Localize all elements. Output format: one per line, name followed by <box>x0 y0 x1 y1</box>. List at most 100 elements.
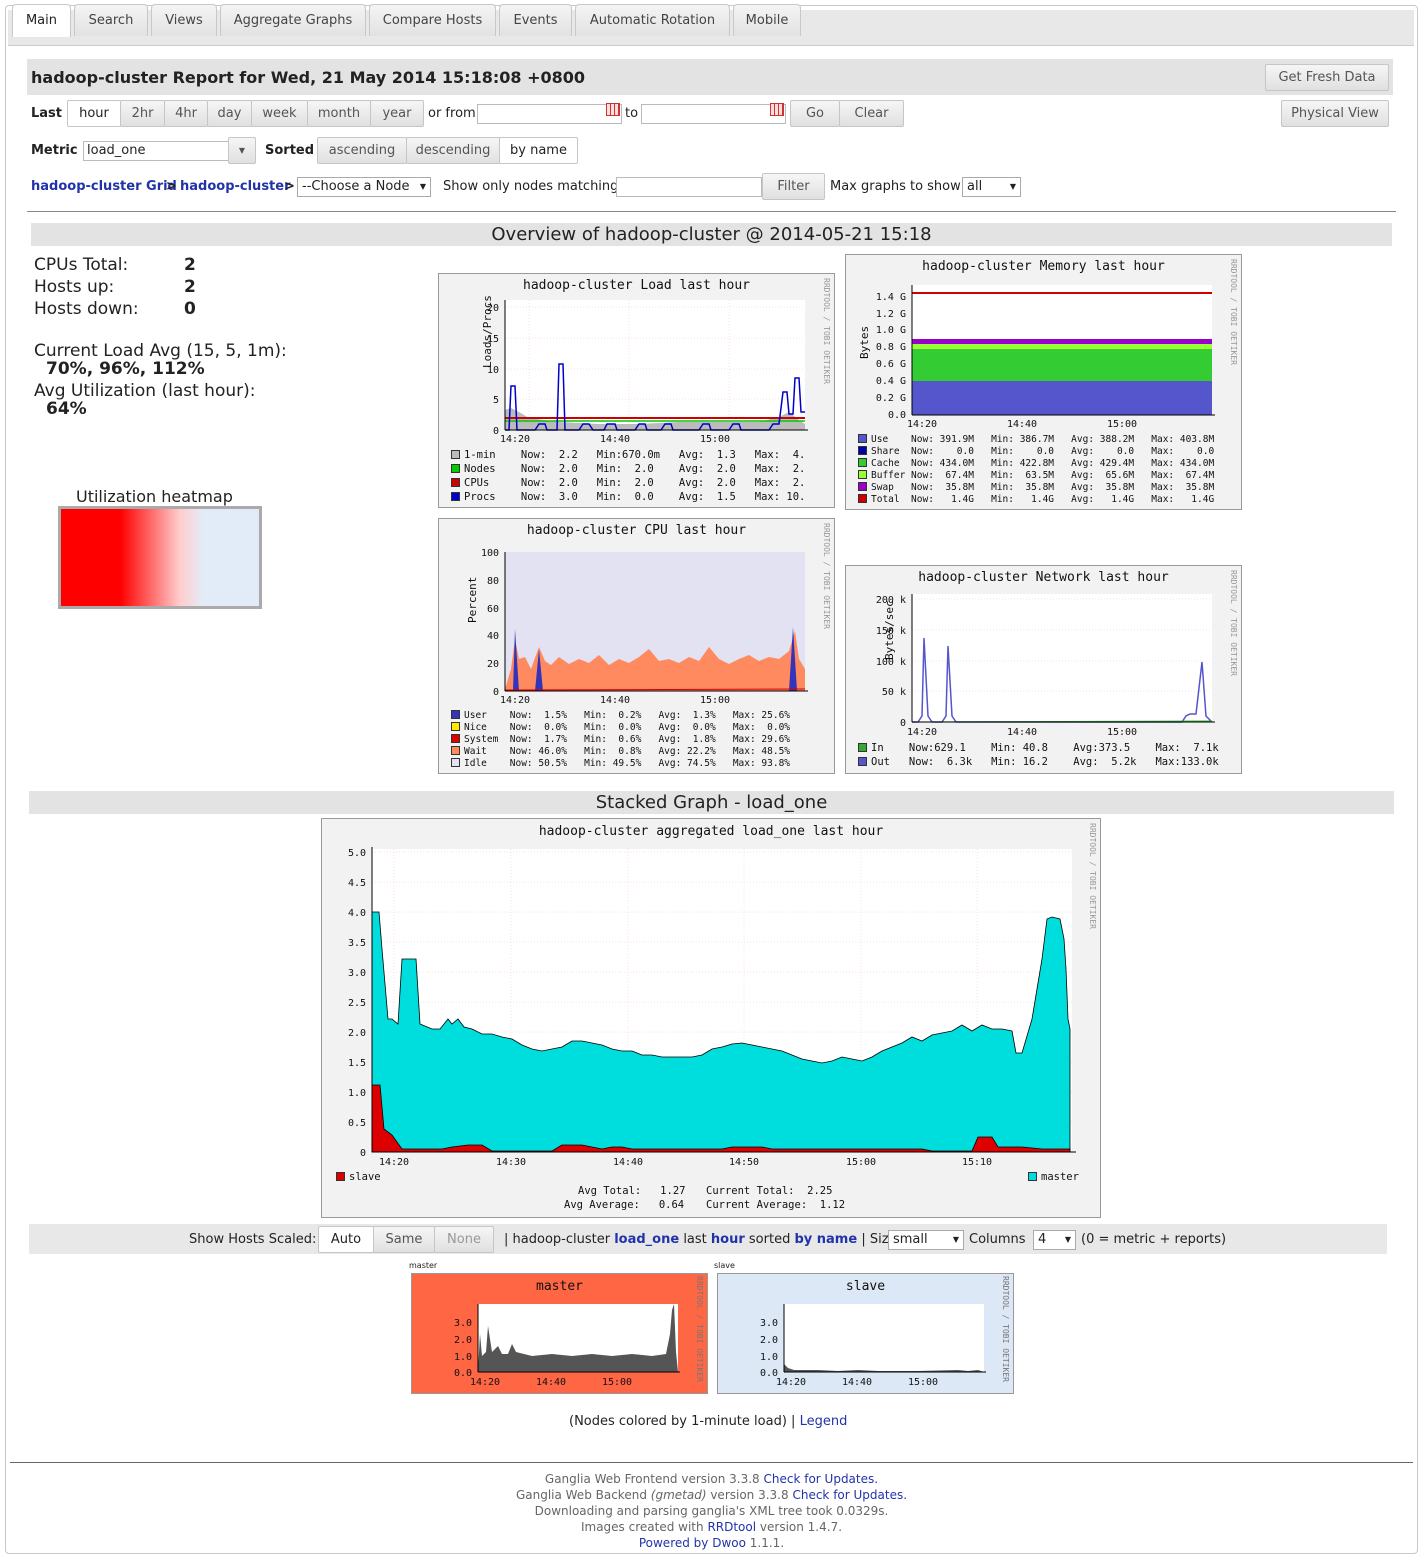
cpus-total-value: 2 <box>184 255 196 275</box>
sorted-label: Sorted <box>265 143 315 158</box>
host-slave-graph[interactable]: slave RRDTOOL / TOBI OETIKER 3.0 2.0 1.0 0.… <box>717 1273 1014 1394</box>
physical-view-button[interactable]: Physical View <box>1281 100 1389 127</box>
load-graph-title: hadoop-cluster Load last hour <box>523 278 750 293</box>
stacked-graph-plot: 5.0 4.5 4.0 3.5 3.0 2.5 2.0 1.5 1.0 0.5 0 14:20 14:… <box>348 847 1076 1168</box>
svg-text:0.4 G: 0.4 G <box>876 376 906 387</box>
svg-text:0.2 G: 0.2 G <box>876 393 906 404</box>
max-graphs-select[interactable]: all <box>962 177 1021 197</box>
check-updates-link-2[interactable]: Check for Updates. <box>792 1488 908 1502</box>
svg-text:14:20: 14:20 <box>379 1157 409 1168</box>
to-calendar-icon[interactable] <box>770 103 784 116</box>
hosts-down-label: Hosts down: <box>34 299 139 319</box>
size-select[interactable]: small <box>888 1230 964 1250</box>
svg-text:100 k: 100 k <box>876 657 906 668</box>
svg-text:14:40: 14:40 <box>1007 727 1037 738</box>
cpu-graph[interactable]: hadoop-cluster CPU last hour RRDTOOL / T… <box>438 518 835 774</box>
mem-legend-share: Share Now: 0.0 Min: 0.0 Avg: 0.0 Max: 0.… <box>858 446 1214 457</box>
sort-descending-button[interactable]: descending <box>406 137 500 164</box>
check-updates-link[interactable]: Check for Updates. <box>763 1472 879 1486</box>
scale-info: | hadoop-cluster load_one last hour sort… <box>504 1232 897 1247</box>
svg-text:2.0: 2.0 <box>760 1335 778 1346</box>
load-legend-nodes: Nodes Now: 2.0 Min: 2.0 Avg: 2.0 Max: 2. <box>451 463 805 475</box>
cpus-total-label: CPUs Total: <box>34 255 129 275</box>
dwoo-link[interactable]: Powered by Dwoo <box>638 1536 746 1550</box>
memory-graph[interactable]: hadoop-cluster Memory last hour RRDTOOL … <box>845 254 1242 510</box>
mem-legend-cache: Cache Now: 434.0M Min: 422.8M Avg: 429.4… <box>858 458 1214 469</box>
host-master-graph[interactable]: master RRDTOOL / TOBI OETIKER 3.0 2.0 1.0 0… <box>411 1273 708 1394</box>
network-graph[interactable]: hadoop-cluster Network last hour RRDTOOL… <box>845 565 1242 774</box>
svg-text:0.0: 0.0 <box>760 1368 778 1379</box>
breadcrumb-separator: > <box>166 179 177 194</box>
svg-text:100: 100 <box>481 548 499 559</box>
cpu-legend-system: System Now: 1.7% Min: 0.6% Avg: 1.8% Max… <box>451 734 790 745</box>
rrd-watermark: RRDTOOL / TOBI OETIKER <box>1001 1276 1010 1382</box>
svg-text:14:40: 14:40 <box>536 1377 566 1388</box>
clear-button[interactable]: Clear <box>839 100 904 127</box>
overview-title: Overview of hadoop-cluster @ 2014-05-21 … <box>31 223 1392 246</box>
svg-text:0: 0 <box>493 687 499 698</box>
sort-by-name-button[interactable]: by name <box>499 137 578 164</box>
svg-text:3.5: 3.5 <box>348 938 366 949</box>
svg-text:15:00: 15:00 <box>602 1377 632 1388</box>
node-select[interactable]: --Choose a Node <box>297 177 431 197</box>
stacked-graph-title: Stacked Graph - load_one <box>29 791 1394 814</box>
go-button[interactable]: Go <box>790 100 840 127</box>
metric-input[interactable]: load_one <box>83 141 229 161</box>
mem-legend-swap: Swap Now: 35.8M Min: 35.8M Avg: 35.8M Ma… <box>858 482 1214 493</box>
svg-text:1.5: 1.5 <box>348 1058 366 1069</box>
scale-none-button[interactable]: None <box>434 1226 494 1253</box>
sort-ascending-button[interactable]: ascending <box>317 137 407 164</box>
network-graph-title: hadoop-cluster Network last hour <box>918 570 1169 585</box>
stacked-graph[interactable]: hadoop-cluster aggregated load_one last … <box>321 818 1101 1218</box>
tab-compare-hosts[interactable]: Compare Hosts <box>369 4 496 36</box>
range-4hr-button[interactable]: 4hr <box>164 100 208 127</box>
tab-search[interactable]: Search <box>74 4 148 36</box>
breadcrumb-separator-2: > <box>284 179 295 194</box>
scale-same-button[interactable]: Same <box>373 1226 435 1253</box>
range-2hr-button[interactable]: 2hr <box>120 100 165 127</box>
heatmap-label: Utilization heatmap <box>76 487 233 506</box>
svg-text:0.8 G: 0.8 G <box>876 342 906 353</box>
range-day-button[interactable]: day <box>207 100 252 127</box>
rrdtool-link[interactable]: RRDtool <box>707 1520 757 1534</box>
rrd-watermark: RRDTOOL / TOBI OETIKER <box>1229 259 1238 365</box>
range-hour-button[interactable]: hour <box>67 100 121 127</box>
get-fresh-data-button[interactable]: Get Fresh Data <box>1265 64 1389 91</box>
from-calendar-icon[interactable] <box>606 103 620 116</box>
svg-text:15:00: 15:00 <box>700 695 730 706</box>
columns-select[interactable]: 4 <box>1033 1230 1076 1250</box>
svg-text:15:10: 15:10 <box>962 1157 992 1168</box>
tab-events[interactable]: Events <box>499 4 572 36</box>
svg-text:0: 0 <box>360 1148 366 1159</box>
svg-text:4.0: 4.0 <box>348 908 366 919</box>
svg-text:200 k: 200 k <box>876 595 906 606</box>
to-date-input[interactable] <box>641 104 786 124</box>
footer-divider <box>10 1462 1413 1463</box>
svg-text:40: 40 <box>487 631 499 642</box>
node-filter-input[interactable] <box>616 177 762 197</box>
range-week-button[interactable]: week <box>251 100 308 127</box>
svg-text:0.6 G: 0.6 G <box>876 359 906 370</box>
svg-text:14:50: 14:50 <box>729 1157 759 1168</box>
filter-button[interactable]: Filter <box>762 173 825 200</box>
svg-text:2.5: 2.5 <box>348 998 366 1009</box>
range-month-button[interactable]: month <box>307 100 371 127</box>
svg-text:2.0: 2.0 <box>454 1335 472 1346</box>
breadcrumb-cluster-link[interactable]: hadoop-cluster <box>180 179 291 194</box>
legend-link[interactable]: Legend <box>799 1414 848 1429</box>
breadcrumb-grid-link[interactable]: hadoop-cluster Grid <box>31 179 177 194</box>
tab-mobile[interactable]: Mobile <box>733 4 801 36</box>
scale-auto-button[interactable]: Auto <box>318 1226 374 1253</box>
tab-main[interactable]: Main <box>12 4 71 37</box>
load-legend-cpus: CPUs Now: 2.0 Min: 2.0 Avg: 2.0 Max: 2. <box>451 477 805 489</box>
cpu-graph-plot: Percent 100 80 60 40 20 0 14:20 14:40 15:00 <box>466 548 808 706</box>
tab-automatic-rotation[interactable]: Automatic Rotation <box>575 4 730 36</box>
tab-aggregate-graphs[interactable]: Aggregate Graphs <box>220 4 366 36</box>
tab-views[interactable]: Views <box>151 4 217 36</box>
metric-dropdown-icon[interactable]: ▼ <box>228 137 256 164</box>
load-graph[interactable]: hadoop-cluster Load last hour RRDTOOL / … <box>438 273 835 508</box>
from-date-input[interactable] <box>477 104 622 124</box>
range-year-button[interactable]: year <box>370 100 424 127</box>
utilization-heatmap[interactable] <box>58 506 262 609</box>
columns-note: (0 = metric + reports) <box>1081 1232 1227 1247</box>
